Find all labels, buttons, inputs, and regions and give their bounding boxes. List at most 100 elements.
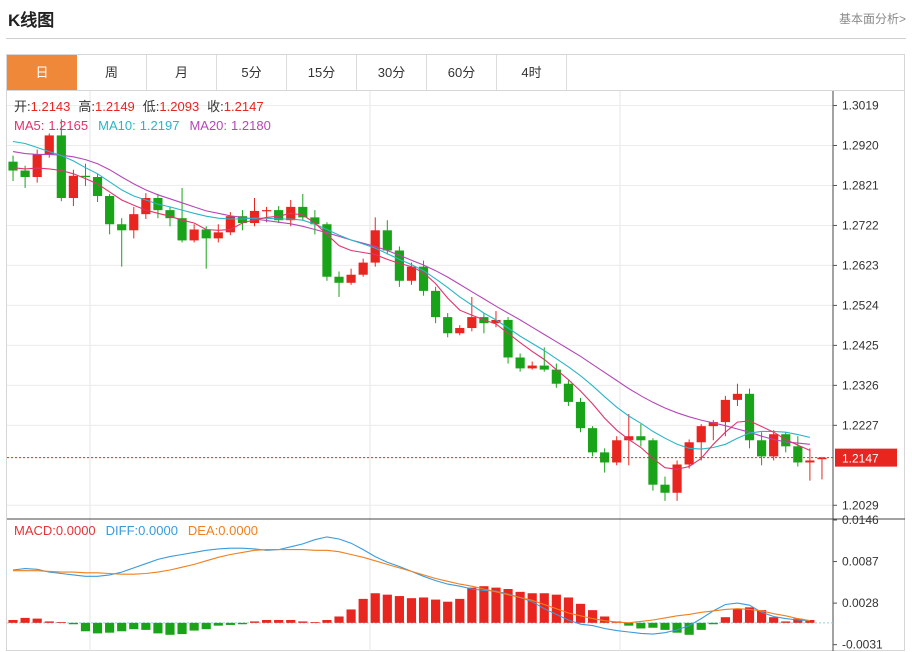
macd-bar (563, 597, 574, 623)
high-value: 1.2149 (95, 99, 135, 114)
macd-bar (261, 620, 272, 623)
ma5-value: 1.2165 (48, 118, 88, 133)
macd-bar (165, 622, 175, 635)
macd-bar (769, 617, 779, 623)
macd-bar (660, 622, 670, 630)
chart-title: K线图 (8, 11, 55, 30)
ma20-line (12, 151, 810, 445)
macd-bar (636, 622, 646, 629)
close-value: 1.2147 (224, 99, 264, 114)
candle-body (394, 250, 404, 281)
candle-body (68, 175, 78, 198)
candle-body (382, 230, 392, 251)
macd-bar (515, 591, 525, 623)
macd-value: 0.0000 (56, 523, 96, 538)
macd-bar (225, 622, 235, 625)
candle-body (117, 224, 127, 231)
candle-body (20, 170, 30, 178)
macd-bar (382, 594, 392, 623)
candle-body (56, 135, 66, 198)
macd-bar (684, 622, 694, 635)
candle-body (237, 216, 248, 224)
price-tick-label: 1.2425 (842, 338, 879, 352)
macd-bar (431, 599, 441, 623)
ma5-label: MA5: (14, 118, 44, 133)
macd-bar (298, 621, 308, 623)
macd-bar (20, 617, 30, 623)
fundamental-analysis-link[interactable]: 基本面分析> (838, 12, 906, 26)
tab-month[interactable]: 月 (147, 55, 217, 90)
macd-bar (201, 622, 211, 630)
macd-bar (793, 618, 803, 623)
candle-body (165, 210, 175, 219)
candle-body (491, 319, 501, 324)
candle-body (406, 266, 417, 281)
chart-panel: 日 周 月 5分 15分 30分 60分 4时 (6, 54, 905, 651)
macd-bar (237, 622, 248, 625)
tab-30min[interactable]: 30分 (357, 55, 427, 90)
candle-body (225, 216, 235, 233)
macd-bar (249, 621, 260, 623)
macd-bar (92, 622, 103, 634)
ma10-line (12, 140, 811, 450)
high-label: 高: (78, 99, 95, 114)
candle-body (587, 428, 598, 453)
macd-bar (358, 598, 368, 623)
candle-body (129, 214, 139, 231)
tab-week[interactable]: 周 (77, 55, 147, 90)
candle-body (539, 365, 549, 370)
candle-body (8, 161, 18, 171)
macd-bar (346, 609, 356, 623)
tick-labels-layer: 1.3019 1.2920 1.2821 1.2722 1.2623 1.2524 1.24… (833, 99, 883, 652)
candle-body (334, 276, 344, 283)
candle-body (455, 328, 465, 334)
macd-bar (322, 620, 332, 623)
macd-bar (491, 587, 501, 623)
candle-body (720, 399, 730, 423)
price-tick-label: 1.2920 (842, 139, 879, 153)
candle-body (467, 317, 477, 329)
candle-body (708, 422, 718, 427)
chart-axes (7, 91, 905, 651)
macd-bar (370, 593, 380, 623)
macd-bar (32, 618, 42, 623)
price-tick-label: 1.2029 (842, 498, 879, 512)
dea-value: 0.0000 (218, 523, 258, 538)
candle-body (744, 393, 755, 441)
chart-grid (7, 91, 833, 651)
candle-body (805, 460, 815, 463)
candle-body (563, 383, 574, 402)
tab-day[interactable]: 日 (7, 55, 77, 90)
tab-15min[interactable]: 15分 (287, 55, 357, 90)
candle-body (684, 442, 694, 465)
candle-body (141, 198, 151, 215)
macd-bar (455, 598, 465, 623)
candle-body (551, 369, 561, 384)
candle-body (177, 218, 187, 241)
candle-body (213, 232, 223, 239)
macd-bar (334, 616, 344, 623)
macd-bar (117, 622, 127, 632)
price-tick-label: 1.2227 (842, 418, 879, 432)
macd-bar (8, 620, 18, 623)
macd-bar (672, 622, 682, 633)
macd-bar (600, 616, 610, 623)
macd-bar (56, 622, 66, 623)
macd-bar (624, 622, 634, 626)
ma20-value: 1.2180 (231, 118, 271, 133)
ohlc-legend: 开:1.2143 高:1.2149 低:1.2093 收:1.2147 (14, 99, 264, 114)
open-label: 开: (14, 99, 31, 114)
candle-body (648, 440, 658, 485)
candle-body (636, 436, 646, 441)
tab-4hour[interactable]: 4时 (497, 55, 567, 90)
macd-bar (805, 620, 815, 623)
macd-bar (274, 620, 284, 623)
macd-bar (406, 598, 417, 623)
price-tick-label: 1.2524 (842, 298, 879, 312)
tab-5min[interactable]: 5分 (217, 55, 287, 90)
candle-body (358, 262, 368, 275)
ma10-value: 1.2197 (140, 118, 180, 133)
price-tick-label: 1.2326 (842, 378, 879, 392)
tab-60min[interactable]: 60分 (427, 55, 497, 90)
